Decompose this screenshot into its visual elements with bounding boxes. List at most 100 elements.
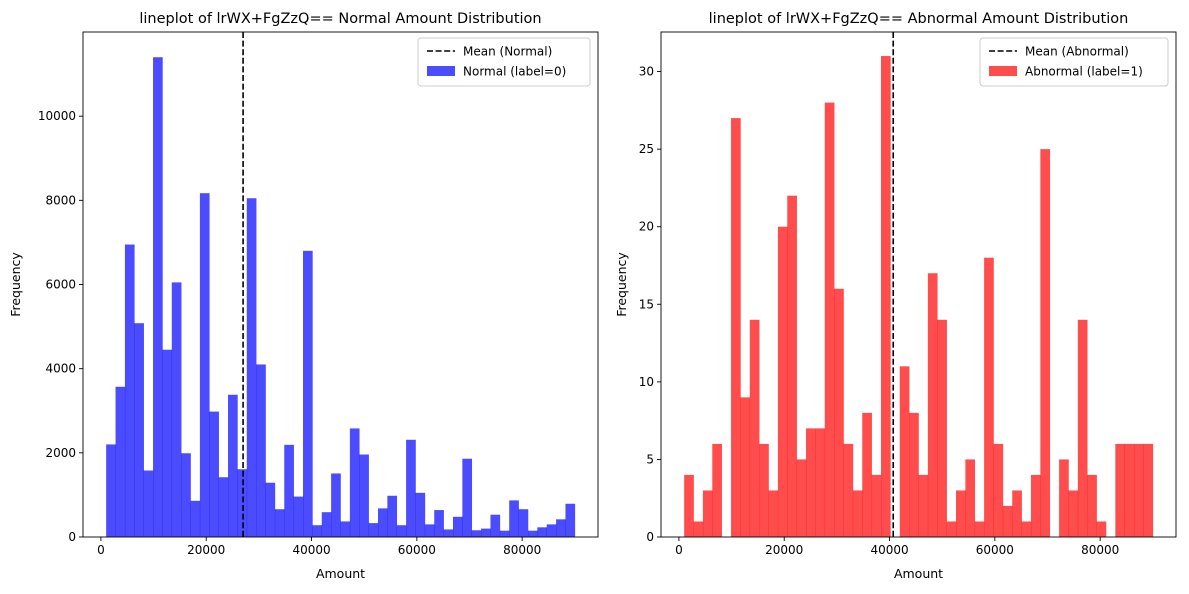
histogram-bar [1124, 443, 1135, 537]
histogram-bar [162, 349, 173, 537]
histogram-bar [368, 523, 379, 537]
histogram-bar [218, 477, 229, 537]
histogram-bar [387, 495, 398, 537]
histogram-bar [556, 519, 566, 537]
histogram-bar [340, 521, 351, 537]
y-tick-label: 30 [639, 65, 654, 79]
histogram-bar [1096, 521, 1107, 537]
y-tick-label: 25 [639, 142, 654, 156]
histogram-bar [115, 386, 126, 537]
histogram-bar [237, 469, 248, 537]
histogram-bar [702, 490, 713, 537]
histogram-bar [740, 397, 751, 537]
histogram-bar [834, 288, 844, 537]
histogram-bar [452, 516, 463, 537]
histogram-bar [815, 428, 826, 537]
chart-title: lineplot of lrWX+FgZzQ== Normal Amount D… [139, 11, 541, 27]
x-tick-label: 40000 [870, 543, 908, 557]
histogram-bar [471, 530, 482, 537]
histogram-bar [424, 524, 435, 537]
histogram-bar [1134, 443, 1144, 537]
histogram-bar [527, 530, 538, 537]
histogram-bar [153, 57, 163, 537]
histogram-bar [209, 411, 219, 537]
y-axis-label: Frequency [614, 252, 629, 317]
histogram-bar [1068, 490, 1079, 537]
histogram-bar [684, 474, 694, 537]
x-tick-label: 80000 [1081, 543, 1119, 557]
histogram-bar [1115, 443, 1126, 537]
chart-panel-abnormal: 0 20000 40000 60000 80000 0 5 10 15 20 25 30 lineplo… [614, 11, 1177, 581]
histogram-bar [124, 244, 135, 538]
histogram-bar [909, 412, 919, 537]
legend-box [979, 37, 1169, 87]
x-axis-label: Amount [894, 566, 943, 581]
y-tick-label: 15 [639, 297, 654, 311]
histogram-bar [331, 473, 341, 537]
histogram-bar [265, 482, 276, 537]
chart-panel-normal: 0 20000 40000 60000 80000 0 2000 4000 6000 8000 10… [8, 11, 599, 581]
histogram-bar [955, 490, 966, 537]
histogram-bar [1059, 459, 1069, 537]
histogram-bar [246, 198, 257, 537]
histogram-bar [537, 527, 548, 537]
histogram-bar [1087, 474, 1097, 537]
x-tick-label: 20000 [187, 543, 225, 557]
histogram-bar [993, 443, 1004, 537]
histogram-bar [749, 319, 760, 537]
legend-bar-label: Abnormal (label=1) [1025, 65, 1143, 79]
histogram-bar [881, 56, 891, 538]
y-tick-label: 5 [646, 452, 654, 466]
histogram-bar [712, 443, 722, 537]
histogram-bar [434, 510, 444, 537]
histogram-bar [899, 366, 910, 537]
y-tick-label: 4000 [45, 362, 76, 376]
histogram-bar [1143, 443, 1154, 537]
legend-mean-label: Mean (Normal) [463, 45, 552, 59]
axes-frame [660, 31, 1177, 538]
histogram-bar [499, 530, 510, 537]
histogram-bar [256, 364, 266, 537]
histogram-bar [871, 474, 882, 537]
x-tick-label: 60000 [976, 543, 1014, 557]
histogram-bar [518, 509, 529, 537]
histogram-bar [806, 428, 816, 537]
histogram-bar [693, 521, 704, 537]
histogram-bar [852, 490, 863, 537]
histogram-bar [199, 193, 210, 537]
histogram-bar [396, 525, 407, 537]
histogram-bar [731, 118, 741, 537]
histogram-bar [377, 508, 388, 537]
histogram-bar [321, 512, 332, 537]
x-tick-label: 80000 [503, 543, 541, 557]
histogram-bar [927, 273, 938, 537]
x-axis-label: Amount [316, 566, 365, 581]
histogram-bar [303, 250, 313, 538]
histogram-bar [1021, 521, 1032, 537]
histogram-bar [190, 500, 201, 537]
histogram-bar [546, 524, 557, 537]
histogram-bar [106, 444, 116, 537]
x-tick-label: 40000 [292, 543, 330, 557]
y-tick-label: 10 [639, 375, 654, 389]
histogram-bar [565, 503, 576, 537]
histogram-bar [1030, 474, 1041, 537]
histogram-bar [768, 490, 779, 537]
histogram-bar [509, 500, 519, 537]
y-tick-label: 0 [646, 530, 654, 544]
x-tick-label: 0 [97, 543, 105, 557]
histogram-bar [777, 226, 788, 538]
y-tick-label: 6000 [45, 278, 76, 292]
histogram-bar [284, 444, 294, 537]
histogram-bar [937, 319, 947, 537]
y-axis-label: Frequency [8, 252, 23, 317]
histogram-bar [918, 474, 929, 537]
histogram-bar [415, 492, 426, 537]
histogram-bar [862, 412, 872, 537]
histogram-bar [1012, 490, 1022, 537]
chart-title: lineplot of lrWX+FgZzQ== Abnormal Amount… [709, 11, 1129, 27]
histogram-bar [974, 521, 985, 537]
histogram-bar [984, 257, 994, 537]
